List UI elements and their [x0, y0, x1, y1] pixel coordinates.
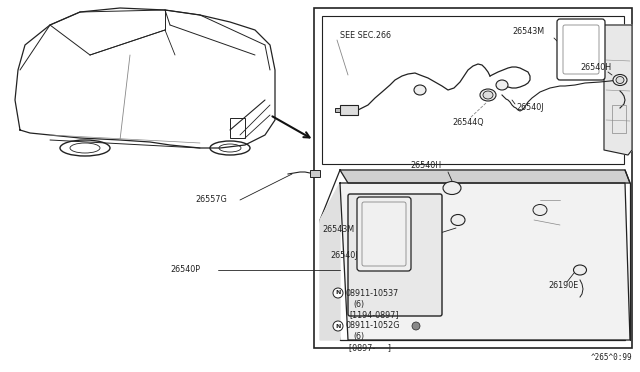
- Text: ^265^0:99: ^265^0:99: [590, 353, 632, 362]
- Text: (6): (6): [353, 299, 364, 308]
- Text: 26540J: 26540J: [516, 103, 543, 112]
- Polygon shape: [340, 183, 630, 340]
- Text: 26543M: 26543M: [322, 225, 354, 234]
- Ellipse shape: [613, 74, 627, 86]
- Text: 26540H: 26540H: [580, 64, 611, 73]
- Polygon shape: [604, 25, 632, 155]
- Bar: [340, 105, 358, 115]
- Bar: [314, 8, 632, 348]
- Ellipse shape: [616, 77, 624, 83]
- FancyBboxPatch shape: [357, 197, 411, 271]
- Ellipse shape: [480, 89, 496, 101]
- Text: [1194-0897]: [1194-0897]: [349, 311, 399, 320]
- Ellipse shape: [496, 80, 508, 90]
- Text: 08911-10537: 08911-10537: [346, 289, 399, 298]
- Text: 26540J: 26540J: [330, 250, 358, 260]
- FancyBboxPatch shape: [348, 194, 442, 316]
- Ellipse shape: [443, 182, 461, 195]
- Circle shape: [333, 321, 343, 331]
- FancyBboxPatch shape: [557, 19, 605, 80]
- Text: 26540H: 26540H: [410, 160, 441, 170]
- Text: 26557G: 26557G: [195, 196, 227, 205]
- Text: 26540P: 26540P: [170, 266, 200, 275]
- Polygon shape: [340, 170, 630, 183]
- Ellipse shape: [414, 85, 426, 95]
- Text: N: N: [335, 324, 340, 328]
- Text: 08911-1052G: 08911-1052G: [346, 321, 401, 330]
- Ellipse shape: [573, 265, 586, 275]
- Ellipse shape: [483, 91, 493, 99]
- Circle shape: [333, 288, 343, 298]
- Circle shape: [412, 322, 420, 330]
- Ellipse shape: [533, 205, 547, 215]
- Bar: [335, 108, 340, 112]
- Text: (6): (6): [353, 333, 364, 341]
- Bar: [230, 118, 245, 138]
- Bar: [612, 105, 626, 133]
- Text: 26544Q: 26544Q: [452, 118, 484, 126]
- Text: [0897-     ]: [0897- ]: [349, 343, 391, 353]
- Text: N: N: [335, 291, 340, 295]
- Text: SEE SEC.266: SEE SEC.266: [340, 31, 391, 39]
- Text: 26543M: 26543M: [512, 28, 544, 36]
- Ellipse shape: [451, 215, 465, 225]
- Bar: [310, 170, 320, 177]
- Text: 26190E: 26190E: [548, 280, 579, 289]
- Polygon shape: [320, 183, 340, 340]
- Bar: [322, 16, 624, 164]
